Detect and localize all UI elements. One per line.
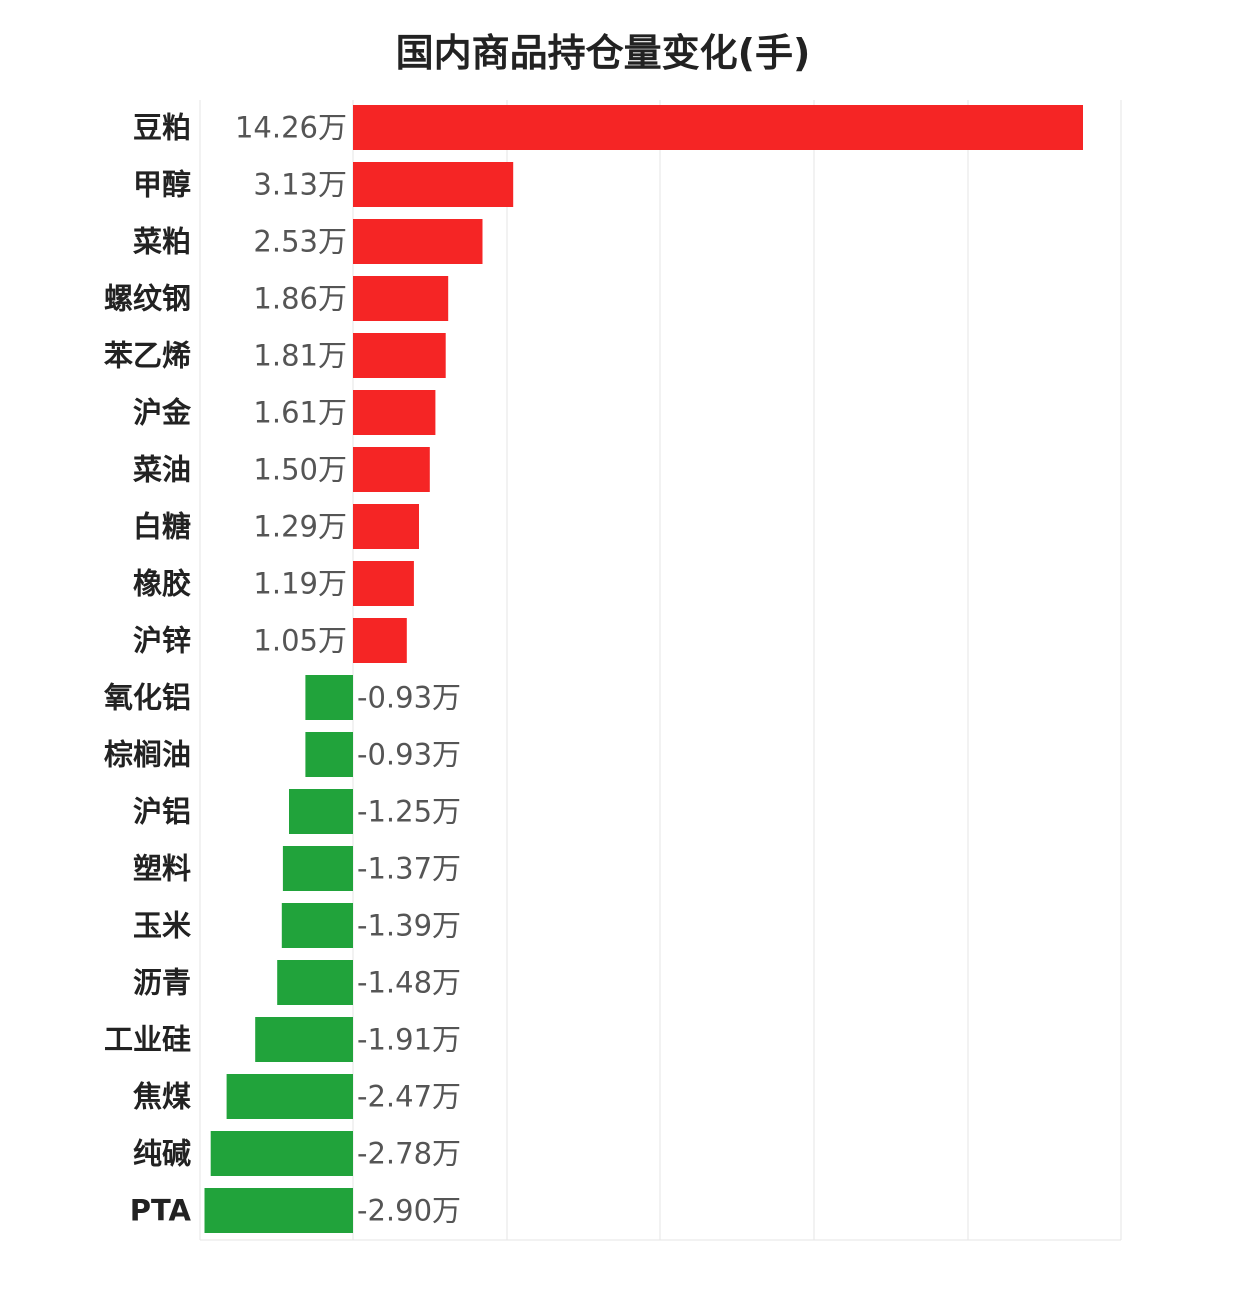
bar-8 — [353, 561, 414, 606]
value-label: 1.86万 — [253, 282, 347, 316]
value-label: 3.13万 — [253, 168, 347, 202]
value-label: 1.61万 — [253, 396, 347, 430]
value-label: -0.93万 — [357, 681, 461, 715]
category-label: 氧化铝 — [103, 681, 191, 715]
bar-3 — [353, 276, 449, 321]
bar-2 — [353, 219, 483, 264]
bar-17 — [226, 1074, 353, 1119]
category-label: 沪锌 — [133, 624, 191, 658]
bar-16 — [255, 1017, 353, 1062]
category-label: 甲醇 — [133, 168, 191, 202]
value-label: -1.37万 — [357, 852, 461, 886]
value-label: 1.50万 — [253, 453, 347, 487]
bar-12 — [289, 789, 353, 834]
bar-9 — [353, 618, 407, 663]
category-label: 橡胶 — [133, 567, 191, 601]
bar-18 — [210, 1131, 353, 1176]
category-label: 螺纹钢 — [104, 282, 191, 316]
bar-19 — [204, 1188, 353, 1233]
value-label: -0.93万 — [357, 738, 461, 772]
value-label: 14.26万 — [235, 111, 347, 145]
grid-lines — [199, 100, 1122, 1241]
category-label: 工业硅 — [104, 1023, 191, 1057]
category-label: 棕榈油 — [104, 738, 191, 772]
bar-7 — [353, 504, 419, 549]
bar-6 — [353, 447, 430, 492]
category-label: 白糖 — [133, 510, 191, 544]
value-label: 1.81万 — [253, 339, 347, 373]
category-label: 菜粕 — [133, 225, 191, 259]
value-label: -2.78万 — [357, 1137, 461, 1171]
bar-0 — [353, 105, 1083, 150]
category-label: 纯碱 — [133, 1137, 191, 1171]
bar-15 — [277, 960, 353, 1005]
category-label: 苯乙烯 — [104, 339, 191, 373]
bar-10 — [305, 675, 353, 720]
category-label: 塑料 — [133, 852, 191, 886]
bars — [204, 105, 1083, 1233]
bar-1 — [353, 162, 514, 207]
chart-title: 国内商品持仓量变化(手) — [395, 31, 811, 75]
bar-5 — [353, 390, 436, 435]
bar-4 — [353, 333, 446, 378]
bar-11 — [305, 732, 353, 777]
category-label: 沪金 — [133, 396, 192, 430]
value-label: -2.47万 — [357, 1080, 461, 1114]
value-label: 1.05万 — [253, 624, 347, 658]
category-label: 菜油 — [133, 453, 191, 487]
value-label: -1.25万 — [357, 795, 461, 829]
category-label: 玉米 — [133, 909, 191, 943]
category-label: 焦煤 — [133, 1080, 191, 1114]
category-label: 沪铝 — [133, 795, 191, 829]
bar-13 — [282, 846, 353, 891]
bar-14 — [281, 903, 353, 948]
category-label: 豆粕 — [133, 111, 191, 145]
value-label: 1.19万 — [253, 567, 347, 601]
category-label: PTA — [130, 1194, 192, 1228]
value-label: -1.91万 — [357, 1023, 461, 1057]
value-label: -2.90万 — [357, 1194, 461, 1228]
value-label: 2.53万 — [253, 225, 347, 259]
category-label: 沥青 — [133, 966, 191, 1000]
value-label: -1.48万 — [357, 966, 461, 1000]
value-label: -1.39万 — [357, 909, 461, 943]
value-label: 1.29万 — [253, 510, 347, 544]
